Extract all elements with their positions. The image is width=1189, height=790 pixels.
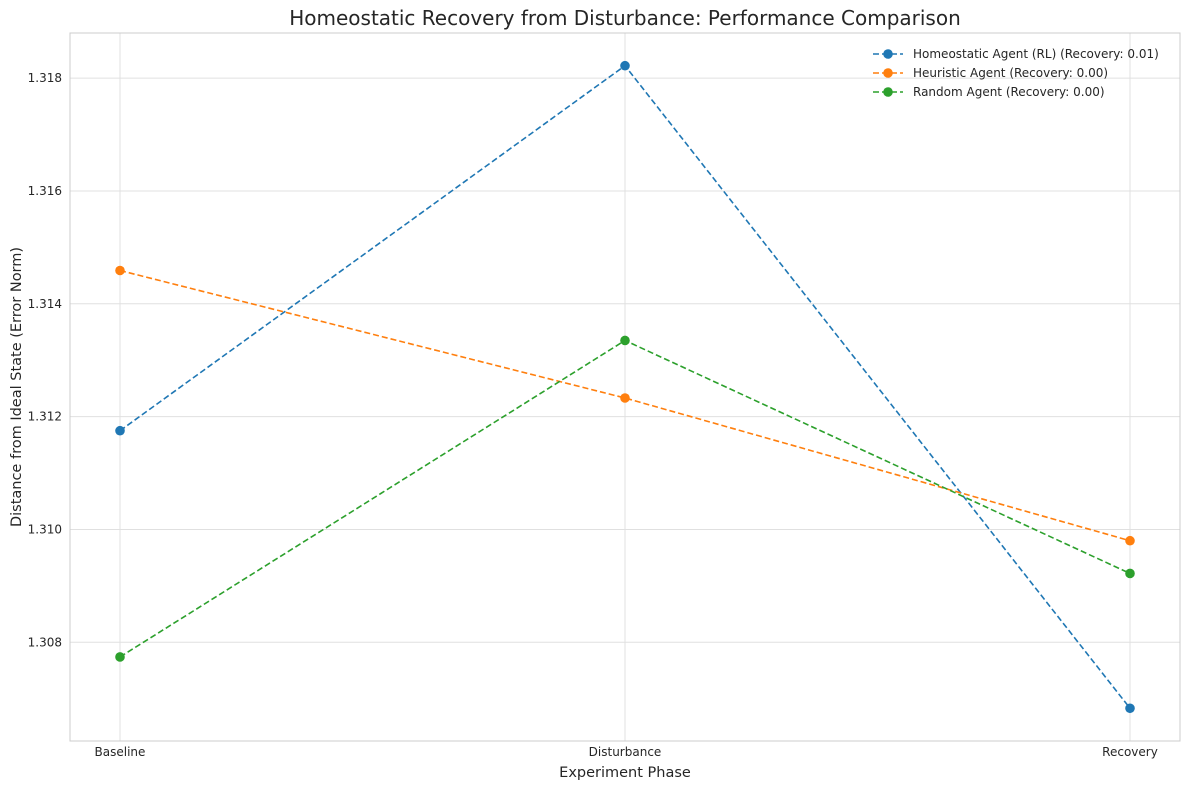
data-point xyxy=(1125,568,1135,579)
x-tick-label: Recovery xyxy=(1102,745,1158,759)
y-tick-label: 1.308 xyxy=(28,635,62,649)
x-tick-label: Baseline xyxy=(95,745,146,759)
chart-title: Homeostatic Recovery from Disturbance: P… xyxy=(289,6,961,30)
x-tick-label: Disturbance xyxy=(589,745,662,759)
legend-label: Heuristic Agent (Recovery: 0.00) xyxy=(913,66,1108,80)
y-tick-label: 1.318 xyxy=(28,71,62,85)
data-point xyxy=(1125,703,1135,714)
plot-frame xyxy=(69,32,1181,742)
data-point xyxy=(115,265,125,276)
data-point xyxy=(620,60,630,71)
y-tick-label: 1.310 xyxy=(28,522,62,536)
y-axis-label: Distance from Ideal State (Error Norm) xyxy=(9,247,25,527)
data-point xyxy=(115,652,125,662)
data-point xyxy=(620,335,630,346)
data-point xyxy=(1125,535,1135,546)
legend-marker xyxy=(883,68,893,78)
data-point xyxy=(620,393,630,403)
y-tick-label: 1.314 xyxy=(28,297,62,311)
y-tick-label: 1.316 xyxy=(28,184,62,198)
y-tick-label: 1.312 xyxy=(28,410,62,424)
legend: Homeostatic Agent (RL) (Recovery: 0.01) H… xyxy=(873,47,1159,99)
data-point xyxy=(115,425,125,436)
legend-label: Random Agent (Recovery: 0.00) xyxy=(913,85,1105,99)
x-axis-label: Experiment Phase xyxy=(559,765,691,781)
axis-ticks: 1.308 1.310 1.312 1.314 1.316 1.318 Baseline Di… xyxy=(28,71,1158,759)
series-line xyxy=(119,269,1131,542)
series-group xyxy=(115,60,1135,714)
legend-label: Homeostatic Agent (RL) (Recovery: 0.01) xyxy=(913,47,1159,61)
legend-marker xyxy=(883,49,893,59)
legend-marker xyxy=(883,87,893,97)
grid xyxy=(70,33,1180,741)
